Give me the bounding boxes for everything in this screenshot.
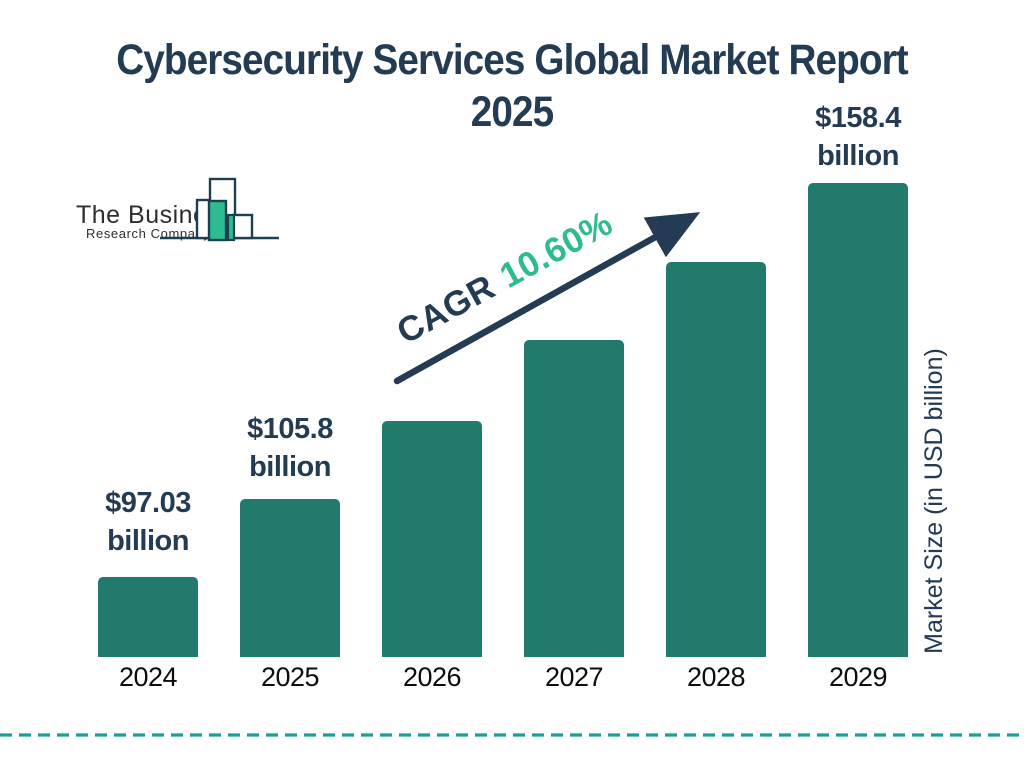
x-tick-2024: 2024 [118, 662, 178, 692]
value-unit: billion [817, 140, 899, 172]
x-tick-2028: 2028 [686, 662, 746, 692]
value-amount: $158.4 [815, 102, 901, 134]
bar-2026 [382, 421, 482, 657]
cagr-label: CAGR [390, 267, 502, 352]
page-title: Cybersecurity Services Global Market Rep… [51, 34, 973, 138]
value-amount: $97.03 [105, 487, 191, 519]
value-unit: billion [107, 525, 189, 557]
bar-2028 [666, 262, 766, 657]
bar-2029 [808, 183, 908, 657]
page-title-line1: Cybersecurity Services Global Market Rep… [116, 36, 908, 84]
value-amount: $105.8 [247, 413, 333, 445]
bar-2025 [240, 499, 340, 657]
y-axis-label: Market Size (in USD billion) [920, 348, 948, 654]
company-logo: The Business Research Company [62, 175, 292, 247]
x-tick-2027: 2027 [544, 662, 604, 692]
page-title-line2: 2025 [470, 88, 554, 136]
cagr-value: 10.60% [493, 203, 619, 296]
logo-bar-chart-icon [160, 177, 279, 242]
value-label-2024: $97.03 billion [58, 484, 238, 560]
bar-2027 [524, 340, 624, 657]
bar-2024 [98, 577, 198, 657]
value-unit: billion [249, 451, 331, 483]
x-tick-2026: 2026 [402, 662, 462, 692]
dashed-divider [0, 733, 1024, 737]
value-label-2029: $158.4 billion [768, 99, 948, 175]
x-tick-2029: 2029 [828, 662, 888, 692]
x-tick-2025: 2025 [260, 662, 320, 692]
value-label-2025: $105.8 billion [200, 410, 380, 486]
